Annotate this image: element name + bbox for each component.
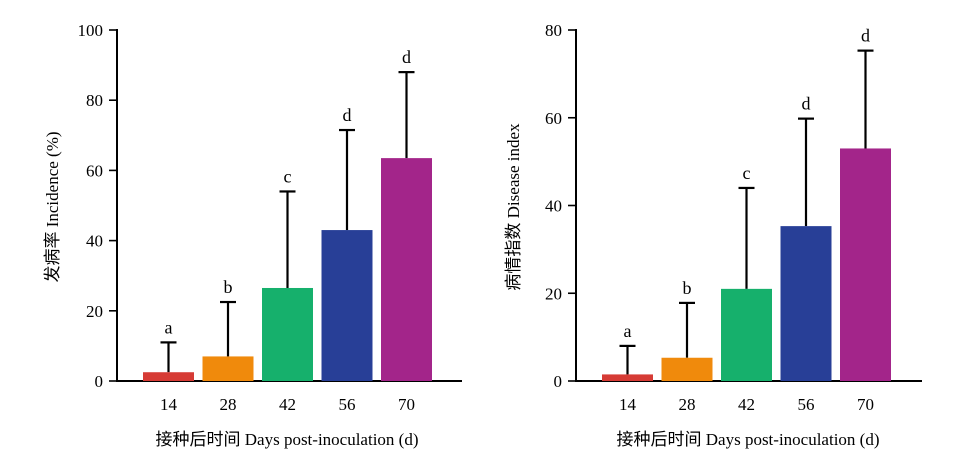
disease-index-significance-letter: b — [683, 278, 692, 298]
incidence-bar-70 — [381, 158, 432, 381]
disease-index-x-tick-label: 56 — [798, 395, 815, 414]
disease-index-chart: 病情指数 Disease index 接种后时间 Days post-inocu… — [504, 21, 922, 449]
disease-index-x-axis-title: 接种后时间 Days post-inoculation (d) — [617, 430, 880, 449]
incidence-x-tick-label: 70 — [398, 395, 415, 414]
incidence-significance-letter: c — [284, 166, 292, 186]
disease-index-y-tick-label: 80 — [545, 21, 562, 40]
incidence-x-tick-label: 56 — [339, 395, 356, 414]
incidence-x-tick-label: 14 — [160, 395, 178, 414]
incidence-y-tick-label: 0 — [95, 372, 104, 391]
disease-index-y-tick-label: 40 — [545, 197, 562, 216]
incidence-bar-28 — [202, 356, 254, 381]
disease-index-y-axis-title: 病情指数 Disease index — [504, 123, 523, 291]
incidence-y-tick-label: 60 — [86, 161, 103, 180]
disease-index-bar-70 — [840, 148, 891, 381]
incidence-x-axis-title: 接种后时间 Days post-inoculation (d) — [156, 430, 419, 449]
incidence-y-tick-label: 20 — [86, 302, 103, 321]
disease-index-significance-letter: d — [861, 26, 870, 46]
incidence-significance-letter: d — [343, 105, 352, 125]
disease-index-y-tick-label: 0 — [554, 372, 563, 391]
incidence-significance-letter: d — [402, 47, 411, 67]
disease-index-bar-14 — [602, 374, 653, 381]
disease-index-y-tick-label: 60 — [545, 109, 562, 128]
incidence-bar-56 — [321, 230, 373, 381]
incidence-significance-letter: b — [224, 277, 233, 297]
disease-index-significance-letter: a — [624, 321, 632, 341]
incidence-y-tick-label: 40 — [86, 232, 103, 251]
incidence-x-tick-label: 28 — [220, 395, 237, 414]
incidence-bar-14 — [143, 372, 194, 381]
disease-index-y-tick-label: 20 — [545, 284, 562, 303]
disease-index-bar-28 — [661, 357, 713, 381]
disease-index-x-tick-label: 14 — [619, 395, 637, 414]
incidence-chart: 发病率 Incidence (%) 接种后时间 Days post-inocul… — [43, 21, 462, 449]
disease-index-x-tick-label: 42 — [738, 395, 755, 414]
disease-index-bar-42 — [721, 288, 772, 381]
disease-index-significance-letter: c — [743, 163, 751, 183]
disease-index-x-tick-label: 70 — [857, 395, 874, 414]
disease-index-x-tick-label: 28 — [679, 395, 696, 414]
incidence-y-tick-label: 80 — [86, 91, 103, 110]
disease-index-significance-letter: d — [802, 94, 811, 114]
incidence-y-axis-title: 发病率 Incidence (%) — [43, 131, 62, 282]
incidence-y-tick-label: 100 — [78, 21, 104, 40]
incidence-x-tick-label: 42 — [279, 395, 296, 414]
incidence-significance-letter: a — [165, 317, 173, 337]
disease-index-bar-56 — [780, 226, 832, 381]
incidence-bar-42 — [262, 287, 313, 381]
